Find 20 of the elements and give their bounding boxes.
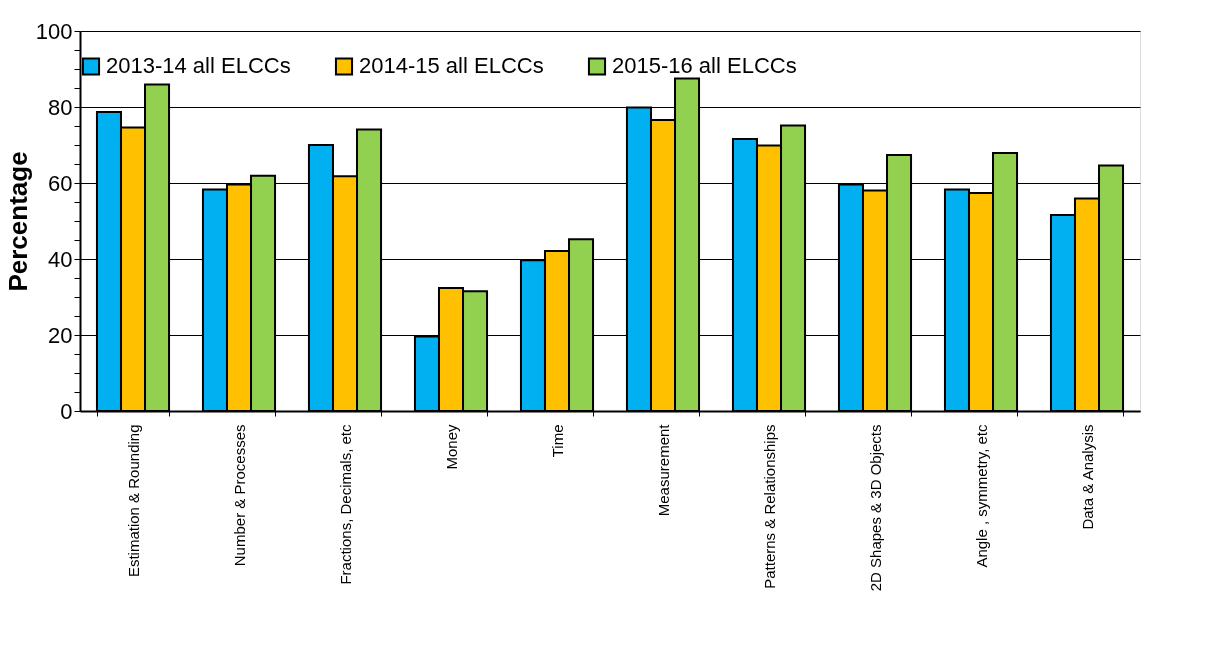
x-tick-label: Angle , symmetry, etc: [972, 424, 990, 568]
y-tick-label: 20: [48, 322, 73, 348]
x-tick-label: Time: [548, 424, 566, 458]
x-tick-label: Money: [442, 424, 460, 470]
y-tick-label: 100: [35, 18, 73, 44]
y-tick-label: 80: [48, 94, 73, 120]
x-tick-label: Patterns & Relationships: [760, 424, 778, 589]
x-tick-label: Number & Processes: [230, 424, 248, 567]
legend-label: 2013-14 all ELCCs: [106, 53, 291, 79]
x-tick-label: 2D Shapes & 3D Objects: [866, 424, 884, 592]
y-tick-label: 0: [60, 398, 73, 424]
legend-label: 2014-15 all ELCCs: [359, 53, 544, 79]
x-tick-label: Fractions, Decimals, etc: [336, 424, 354, 585]
y-tick-label: 60: [48, 170, 73, 196]
legend-label: 2015-16 all ELCCs: [612, 53, 797, 79]
x-tick-label: Estimation & Rounding: [124, 424, 142, 578]
y-tick-label: 40: [48, 246, 73, 272]
x-tick-label: Measurement: [654, 423, 672, 517]
y-axis-title: Percentage: [2, 151, 33, 292]
x-tick-label: Data & Analysis: [1078, 424, 1096, 530]
